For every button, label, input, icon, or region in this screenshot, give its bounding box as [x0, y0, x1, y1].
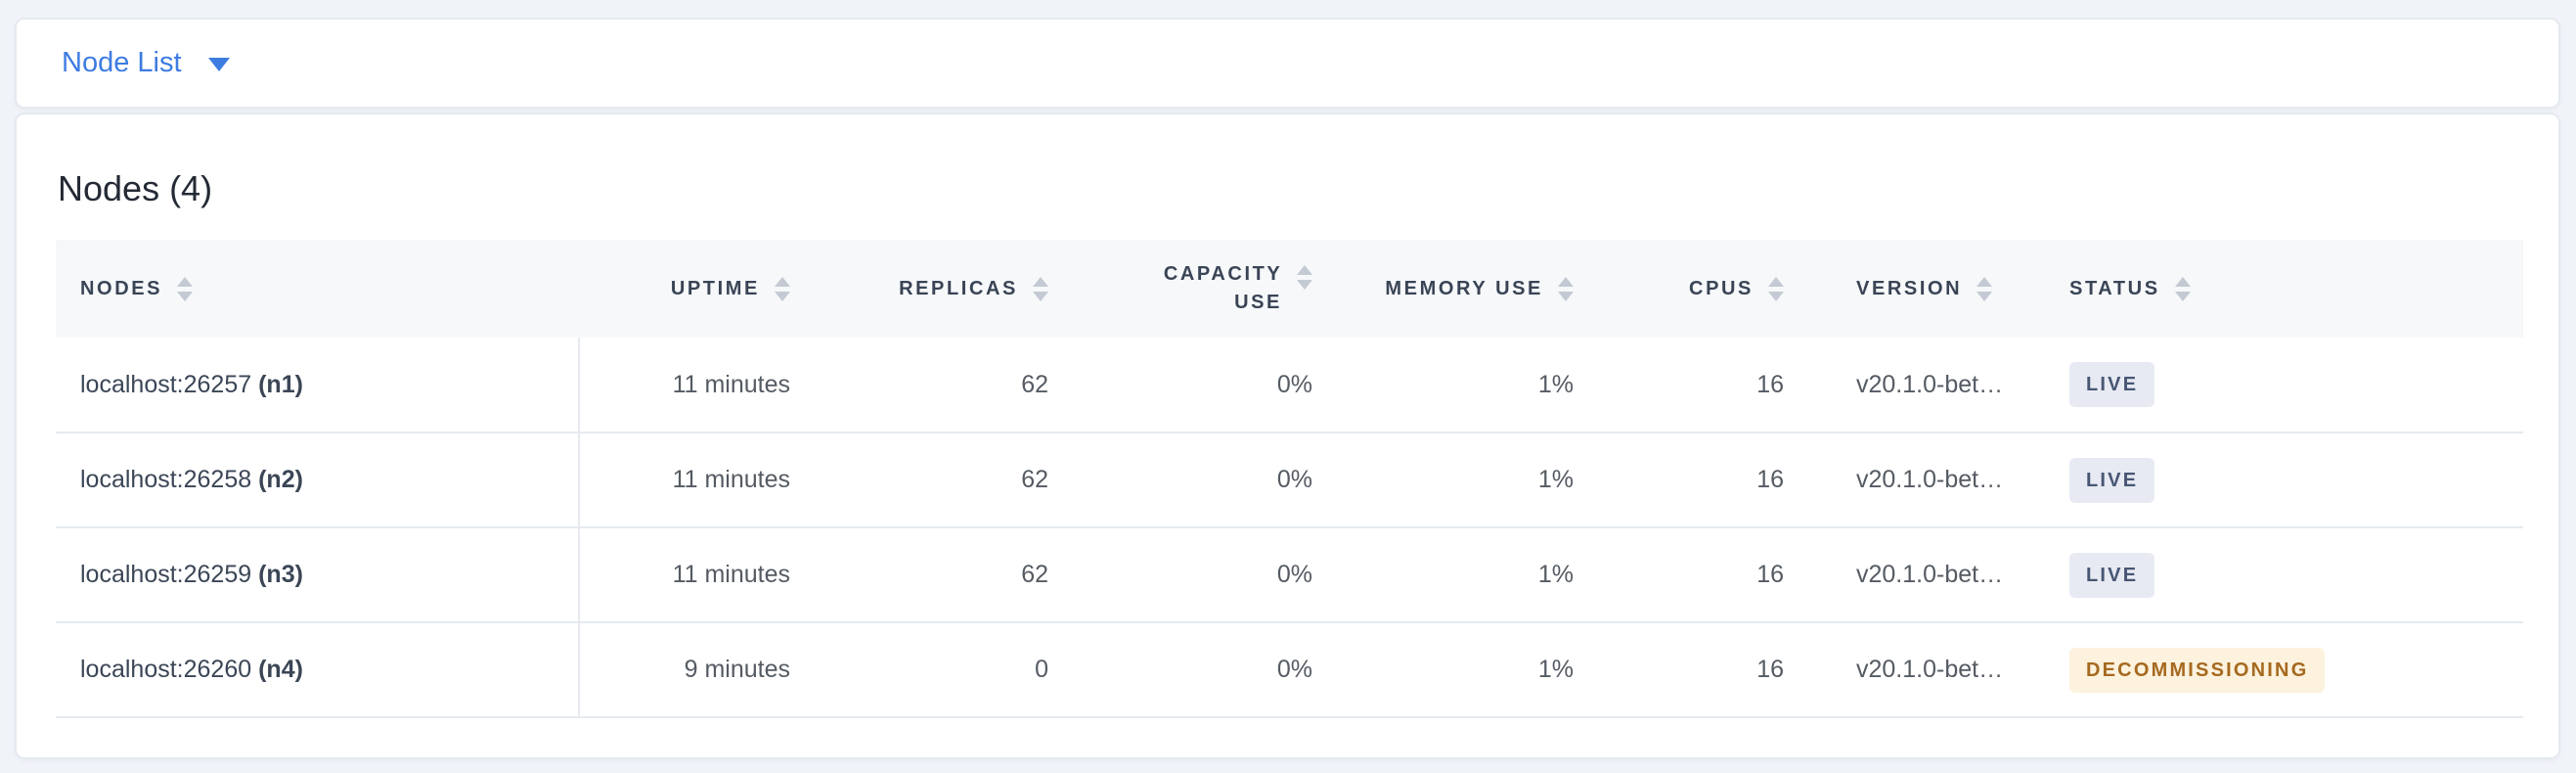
- memory-use-cell: 1%: [1336, 622, 1597, 718]
- replicas-cell: 0: [814, 622, 1072, 718]
- version-cell: v20.1.0-bet…: [1807, 527, 2042, 623]
- sort-icon: [177, 276, 194, 301]
- cpus-cell: 16: [1597, 622, 1807, 718]
- uptime-cell: 9 minutes: [579, 622, 814, 718]
- node-id: (n2): [258, 466, 303, 493]
- replicas-cell: 62: [814, 338, 1072, 433]
- cpus-cell: 16: [1597, 338, 1807, 433]
- replicas-cell: 62: [814, 432, 1072, 528]
- capacity-use-cell: 0%: [1072, 432, 1336, 528]
- sort-icon: [1558, 276, 1574, 301]
- status-badge: DECOMMISSIONING: [2069, 647, 2326, 693]
- memory-use-cell: 1%: [1336, 527, 1597, 623]
- status-badge: LIVE: [2069, 457, 2155, 503]
- nodes-card: Nodes (4) NODES UPTIME: [15, 113, 2560, 759]
- capacity-use-cell: 0%: [1072, 622, 1336, 718]
- view-selector-bar: Node List: [15, 18, 2560, 109]
- column-header-capacity-use[interactable]: CAPACITY USE: [1072, 240, 1336, 338]
- node-list-table: NODES UPTIME REPLICAS: [56, 240, 2523, 718]
- node-id: (n3): [258, 561, 303, 588]
- node-list-dropdown-label: Node List: [62, 47, 182, 78]
- sort-icon: [1768, 276, 1784, 301]
- caret-down-icon: [207, 58, 230, 71]
- memory-use-cell: 1%: [1336, 432, 1597, 528]
- table-row-node-1[interactable]: localhost:26257 (n1) 11 minutes 62 0% 1%…: [56, 338, 2523, 433]
- memory-use-cell: 1%: [1336, 338, 1597, 433]
- node-address: localhost:26259: [80, 561, 252, 588]
- table-header-row: NODES UPTIME REPLICAS: [56, 240, 2523, 338]
- node-list-dropdown[interactable]: Node List: [62, 47, 230, 79]
- uptime-cell: 11 minutes: [579, 432, 814, 528]
- capacity-use-cell: 0%: [1072, 338, 1336, 433]
- column-header-replicas[interactable]: REPLICAS: [814, 240, 1072, 338]
- replicas-cell: 62: [814, 527, 1072, 623]
- page-title: Nodes (4): [58, 168, 213, 208]
- node-id: (n4): [258, 656, 303, 683]
- version-cell: v20.1.0-bet…: [1807, 338, 2042, 433]
- sort-icon: [775, 276, 790, 301]
- table-row-node-3[interactable]: localhost:26259 (n3) 11 minutes 62 0% 1%…: [56, 527, 2523, 623]
- column-header-version[interactable]: VERSION: [1807, 240, 2042, 338]
- status-badge: LIVE: [2069, 552, 2155, 598]
- column-header-status[interactable]: STATUS: [2042, 240, 2523, 338]
- column-header-cpus[interactable]: CPUS: [1597, 240, 1807, 338]
- sort-icon: [1976, 276, 1993, 301]
- node-id: (n1): [258, 370, 303, 398]
- sort-icon: [1297, 265, 1312, 290]
- sort-icon: [2174, 276, 2191, 301]
- column-header-uptime[interactable]: UPTIME: [579, 240, 814, 338]
- uptime-cell: 11 minutes: [579, 527, 814, 623]
- table-row-node-4[interactable]: localhost:26260 (n4) 9 minutes 0 0% 1% 1…: [56, 622, 2523, 718]
- uptime-cell: 11 minutes: [579, 338, 814, 433]
- status-badge: LIVE: [2069, 362, 2155, 407]
- column-header-nodes[interactable]: NODES: [56, 240, 579, 338]
- node-address: localhost:26258: [80, 466, 252, 493]
- cpus-cell: 16: [1597, 432, 1807, 528]
- node-address: localhost:26257: [80, 370, 252, 398]
- version-cell: v20.1.0-bet…: [1807, 622, 2042, 718]
- column-header-memory-use[interactable]: MEMORY USE: [1336, 240, 1597, 338]
- node-address: localhost:26260: [80, 656, 252, 683]
- version-cell: v20.1.0-bet…: [1807, 432, 2042, 528]
- table-row-node-2[interactable]: localhost:26258 (n2) 11 minutes 62 0% 1%…: [56, 432, 2523, 528]
- cpus-cell: 16: [1597, 527, 1807, 623]
- capacity-use-cell: 0%: [1072, 527, 1336, 623]
- sort-icon: [1033, 276, 1048, 301]
